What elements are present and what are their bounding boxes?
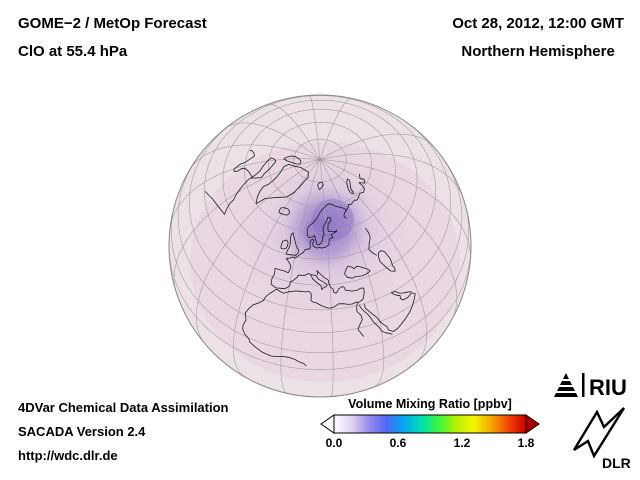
assimilation-label: 4DVar Chemical Data Assimilation	[18, 400, 229, 415]
header-left: GOME−2 / MetOp Forecast ClO at 55.4 hPa	[18, 10, 207, 66]
version-label: SACADA Version 2.4	[18, 424, 146, 439]
colorbar-title: Volume Mixing Ratio [ppbv]	[348, 397, 512, 411]
riu-logo: RIU	[552, 370, 630, 405]
dlr-logo: DLR	[566, 404, 632, 477]
riu-logo-icon: RIU	[554, 373, 627, 400]
colorbar-gradient-bar	[320, 414, 540, 434]
region-label: Northern Hemisphere	[461, 43, 615, 60]
dlr-logo-text: DLR	[602, 455, 631, 471]
dlr-logo-icon: DLR	[572, 407, 631, 471]
colorbar-ticks: 0.0 0.6 1.2 1.8	[320, 436, 540, 451]
footer-credits: 4DVar Chemical Data Assimilation SACADA …	[18, 396, 229, 468]
page-subtitle: ClO at 55.4 hPa	[18, 43, 128, 60]
riu-logo-text: RIU	[589, 375, 627, 400]
datetime-label: Oct 28, 2012, 12:00 GMT	[452, 15, 624, 32]
tick-label: 0.0	[325, 436, 343, 450]
tick-label: 1.8	[517, 436, 535, 450]
page-title: GOME−2 / MetOp Forecast	[18, 15, 207, 32]
tick-label: 1.2	[453, 436, 471, 450]
header-right: Oct 28, 2012, 12:00 GMT Northern Hemisph…	[452, 10, 624, 66]
colorbar: Volume Mixing Ratio [ppbv] 0.0 0.6 1.2 1…	[320, 397, 540, 451]
tick-label: 0.6	[389, 436, 407, 450]
url-label: http://wdc.dlr.de	[18, 448, 118, 463]
